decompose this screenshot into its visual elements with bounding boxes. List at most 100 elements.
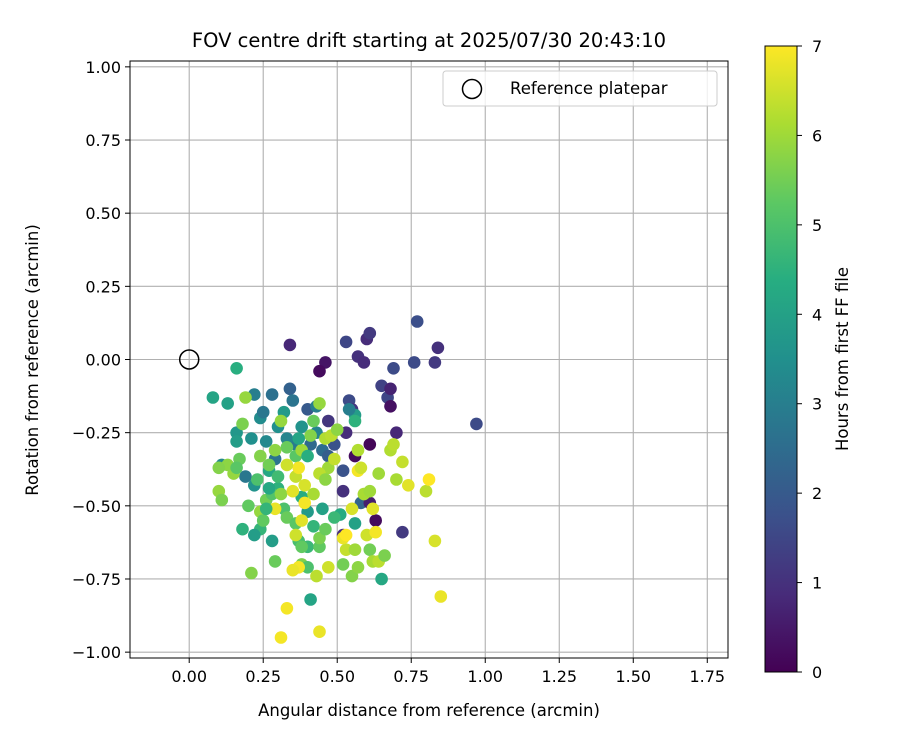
data-point [387,438,400,451]
data-point [322,561,335,574]
data-point [283,382,297,396]
data-point [262,482,276,495]
data-point [387,362,400,375]
data-point [230,362,243,375]
data-point [280,441,294,454]
data-point [357,356,371,369]
data-point [407,356,421,369]
data-point [295,514,309,527]
data-point [307,487,320,501]
data-point [304,593,317,606]
data-point [339,543,353,556]
x-axis-label: Angular distance from reference (arcmin) [258,701,600,720]
data-point [221,397,234,410]
data-point [363,484,377,498]
data-point [378,549,391,562]
data-point [422,473,436,486]
data-point [336,484,350,498]
data-point [250,473,264,486]
data-point [410,315,424,328]
data-point [236,417,249,431]
data-point [245,566,258,580]
data-point [354,461,368,475]
data-point [304,438,317,451]
colorbar-frame [764,45,798,673]
y-tick-label: 0.50 [85,204,121,223]
x-tick-label: 0.50 [319,667,355,686]
data-point [230,461,243,475]
data-point [345,569,359,583]
data-point [313,540,326,554]
data-point [375,572,388,586]
data-point [313,397,326,410]
data-point [268,555,282,568]
data-point [295,540,309,554]
data-point [319,522,332,536]
y-axis-ticks: 1.00 0.75 0.50 0.25 0.00 −0.25 −0.50 −0.75 −1.00 [72,58,130,662]
data-point [470,417,483,431]
legend-label: Reference platepar [510,79,668,98]
data-point [259,502,273,516]
data-point [351,443,365,457]
data-point [307,414,320,428]
data-point [265,534,279,548]
y-tick-label: −0.75 [72,570,121,589]
colorbar-tick-label: 0 [812,663,822,682]
x-tick-label: 0.75 [393,667,429,686]
y-tick-label: −1.00 [72,643,121,662]
data-point [363,543,377,556]
legend-reference-marker [461,78,483,100]
data-point [316,502,329,516]
data-point [271,470,285,483]
data-point [301,449,314,463]
data-points [178,315,483,644]
data-point [345,502,359,516]
data-point [330,423,344,437]
data-point [342,403,356,416]
data-point [336,464,350,478]
data-point [292,461,306,475]
data-point [369,514,383,527]
data-point [268,443,282,457]
data-point [431,341,445,355]
data-point [348,517,362,530]
data-point [274,414,288,428]
data-point [307,520,320,533]
data-point [348,414,362,428]
data-point [396,525,409,539]
data-point [363,326,377,340]
colorbar-tick-label: 1 [812,574,822,593]
data-point [215,493,229,507]
data-point [268,502,282,516]
colorbar-tick-label: 5 [812,216,822,235]
colorbar-tick-label: 7 [812,37,822,56]
data-point [428,356,442,369]
colorbar-gradient [765,46,797,672]
x-tick-label: 0.25 [245,667,281,686]
data-point [301,561,314,574]
data-point [286,563,300,577]
data-point [372,467,386,480]
data-point [402,479,415,492]
y-tick-label: 0.00 [85,351,121,370]
data-point [239,470,252,483]
data-point [304,429,317,442]
data-point [339,528,353,542]
data-point [328,511,341,524]
data-point [313,625,326,638]
colorbar-label: Hours from first FF file [833,267,852,451]
data-point [336,558,350,571]
y-tick-label: 0.75 [85,131,121,150]
colorbar-tick-label: 3 [812,395,822,414]
data-point [322,414,335,428]
data-point [384,382,397,396]
data-point [280,511,294,524]
data-point [298,479,312,492]
x-tick-label: 1.50 [615,667,651,686]
data-point [256,514,270,527]
data-point [369,525,383,539]
y-tick-label: 1.00 [85,58,121,77]
data-point [339,335,353,349]
data-point [384,400,397,413]
